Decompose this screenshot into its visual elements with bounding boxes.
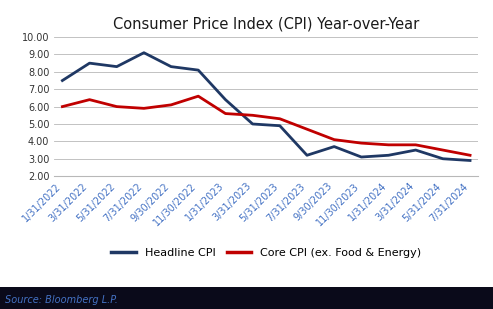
Headline CPI	[222, 98, 228, 101]
Headline CPI	[386, 153, 391, 157]
Core CPI (ex. Food & Energy)	[358, 141, 364, 145]
Headline CPI	[195, 68, 201, 72]
Core CPI (ex. Food & Energy)	[413, 143, 419, 147]
Core CPI (ex. Food & Energy)	[141, 107, 147, 110]
Core CPI (ex. Food & Energy)	[304, 127, 310, 131]
Core CPI (ex. Food & Energy)	[277, 117, 283, 121]
Core CPI (ex. Food & Energy)	[440, 148, 446, 152]
Core CPI (ex. Food & Energy)	[467, 153, 473, 157]
Headline CPI	[304, 153, 310, 157]
Core CPI (ex. Food & Energy)	[114, 105, 120, 108]
Line: Core CPI (ex. Food & Energy): Core CPI (ex. Food & Energy)	[63, 96, 470, 155]
Headline CPI	[467, 159, 473, 162]
Headline CPI	[141, 51, 147, 55]
Legend: Headline CPI, Core CPI (ex. Food & Energy): Headline CPI, Core CPI (ex. Food & Energ…	[107, 243, 425, 262]
Headline CPI	[277, 124, 283, 128]
Core CPI (ex. Food & Energy)	[222, 112, 228, 115]
Core CPI (ex. Food & Energy)	[249, 113, 255, 117]
Headline CPI	[249, 122, 255, 126]
Headline CPI	[358, 155, 364, 159]
Core CPI (ex. Food & Energy)	[168, 103, 174, 107]
Headline CPI	[87, 61, 93, 65]
Title: Consumer Price Index (CPI) Year-over-Year: Consumer Price Index (CPI) Year-over-Yea…	[113, 17, 420, 32]
Line: Headline CPI: Headline CPI	[63, 53, 470, 160]
Headline CPI	[60, 79, 66, 83]
Core CPI (ex. Food & Energy)	[195, 94, 201, 98]
Core CPI (ex. Food & Energy)	[60, 105, 66, 108]
Headline CPI	[168, 65, 174, 69]
Headline CPI	[331, 145, 337, 148]
Headline CPI	[440, 157, 446, 161]
Core CPI (ex. Food & Energy)	[331, 138, 337, 142]
Headline CPI	[413, 148, 419, 152]
Core CPI (ex. Food & Energy)	[386, 143, 391, 147]
Text: Source: Bloomberg L.P.: Source: Bloomberg L.P.	[5, 295, 118, 305]
Headline CPI	[114, 65, 120, 69]
Core CPI (ex. Food & Energy)	[87, 98, 93, 101]
